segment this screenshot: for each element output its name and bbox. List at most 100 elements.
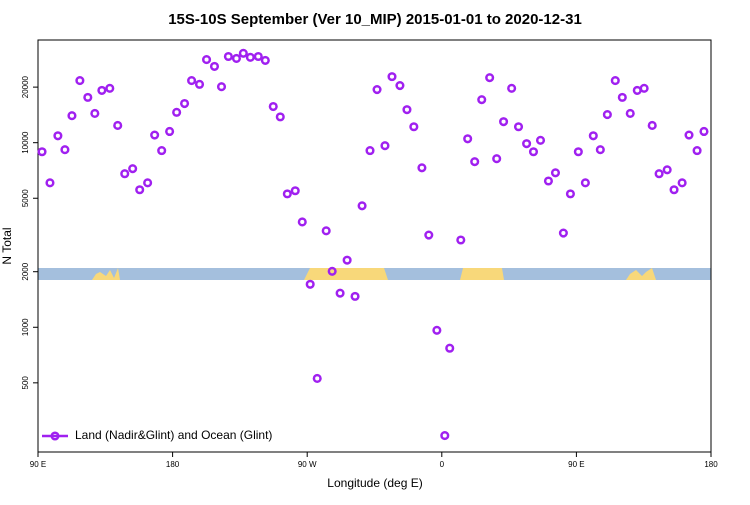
y-tick-label: 10000 bbox=[21, 131, 30, 154]
point bbox=[305, 279, 315, 289]
point bbox=[625, 108, 635, 119]
point bbox=[417, 163, 427, 173]
x-axis-label: Longitude (deg E) bbox=[327, 476, 422, 490]
point bbox=[477, 95, 487, 105]
point bbox=[335, 288, 345, 298]
point bbox=[201, 55, 212, 65]
point bbox=[83, 92, 93, 102]
point bbox=[558, 228, 568, 238]
point bbox=[507, 83, 517, 93]
point bbox=[282, 189, 292, 199]
point bbox=[223, 51, 233, 62]
point bbox=[677, 178, 687, 188]
point bbox=[699, 126, 709, 137]
legend-label: Land (Nadir&Glint) and Ocean (Glint) bbox=[75, 428, 272, 442]
point bbox=[639, 83, 649, 93]
point bbox=[669, 185, 679, 195]
point bbox=[387, 72, 397, 82]
x-tick-label: 90 E bbox=[30, 460, 46, 469]
point bbox=[350, 291, 360, 301]
point bbox=[172, 107, 182, 117]
point bbox=[395, 80, 405, 91]
point bbox=[143, 178, 153, 188]
point bbox=[485, 73, 495, 83]
x-tick-label: 90 W bbox=[298, 460, 317, 469]
point bbox=[522, 139, 532, 149]
point bbox=[684, 130, 694, 140]
point bbox=[602, 110, 612, 120]
point bbox=[365, 146, 375, 156]
point bbox=[150, 130, 160, 140]
point bbox=[105, 83, 115, 93]
point bbox=[45, 178, 55, 188]
chart-title: 15S-10S September (Ver 10_MIP) 2015-01-0… bbox=[168, 11, 582, 28]
point bbox=[327, 266, 337, 276]
point bbox=[647, 120, 657, 130]
point bbox=[573, 147, 583, 157]
x-tick-label: 180 bbox=[704, 460, 718, 469]
x-tick-label: 180 bbox=[166, 460, 180, 469]
y-axis-label: N Total bbox=[0, 227, 14, 264]
point bbox=[67, 111, 77, 121]
map-strip bbox=[38, 268, 711, 280]
point bbox=[424, 230, 434, 240]
point bbox=[445, 343, 455, 353]
point bbox=[402, 105, 412, 115]
point bbox=[209, 61, 220, 71]
point bbox=[513, 122, 524, 132]
point bbox=[216, 82, 227, 92]
x-tick-label: 0 bbox=[440, 460, 445, 469]
point bbox=[580, 178, 590, 188]
point bbox=[245, 52, 255, 62]
point bbox=[535, 135, 546, 145]
point bbox=[440, 431, 450, 441]
point bbox=[53, 131, 63, 141]
point bbox=[60, 145, 70, 155]
point bbox=[120, 169, 130, 179]
point bbox=[380, 141, 390, 151]
point bbox=[492, 154, 502, 164]
point bbox=[617, 92, 627, 102]
point bbox=[253, 51, 263, 62]
point bbox=[321, 226, 331, 236]
point bbox=[180, 98, 190, 109]
point bbox=[128, 164, 138, 174]
point bbox=[595, 145, 605, 155]
point bbox=[463, 134, 473, 144]
y-tick-label: 5000 bbox=[21, 189, 30, 207]
point bbox=[157, 146, 167, 156]
plot-frame bbox=[37, 39, 712, 453]
point bbox=[499, 117, 509, 127]
y-tick-label: 1000 bbox=[21, 318, 30, 336]
point bbox=[543, 176, 553, 186]
point bbox=[528, 147, 539, 157]
point bbox=[692, 146, 702, 156]
point bbox=[194, 79, 205, 89]
point bbox=[75, 76, 85, 86]
y-tick-label: 2000 bbox=[21, 262, 30, 280]
point bbox=[409, 122, 419, 132]
point bbox=[97, 85, 107, 95]
point bbox=[662, 165, 672, 175]
point bbox=[90, 108, 100, 119]
point bbox=[297, 217, 307, 227]
point bbox=[113, 120, 123, 130]
point bbox=[565, 189, 575, 199]
y-tick-label: 500 bbox=[21, 376, 30, 390]
point bbox=[165, 126, 175, 137]
point bbox=[610, 76, 620, 86]
x-tick-label: 90 E bbox=[568, 460, 584, 469]
y-tick-label: 20000 bbox=[21, 75, 30, 98]
point bbox=[187, 76, 197, 86]
point bbox=[275, 112, 285, 122]
point bbox=[135, 185, 145, 195]
point bbox=[588, 131, 598, 141]
point bbox=[238, 48, 248, 58]
point bbox=[654, 169, 664, 179]
point bbox=[550, 168, 561, 178]
point bbox=[470, 157, 480, 167]
legend-marker bbox=[50, 431, 60, 441]
point bbox=[260, 55, 270, 65]
